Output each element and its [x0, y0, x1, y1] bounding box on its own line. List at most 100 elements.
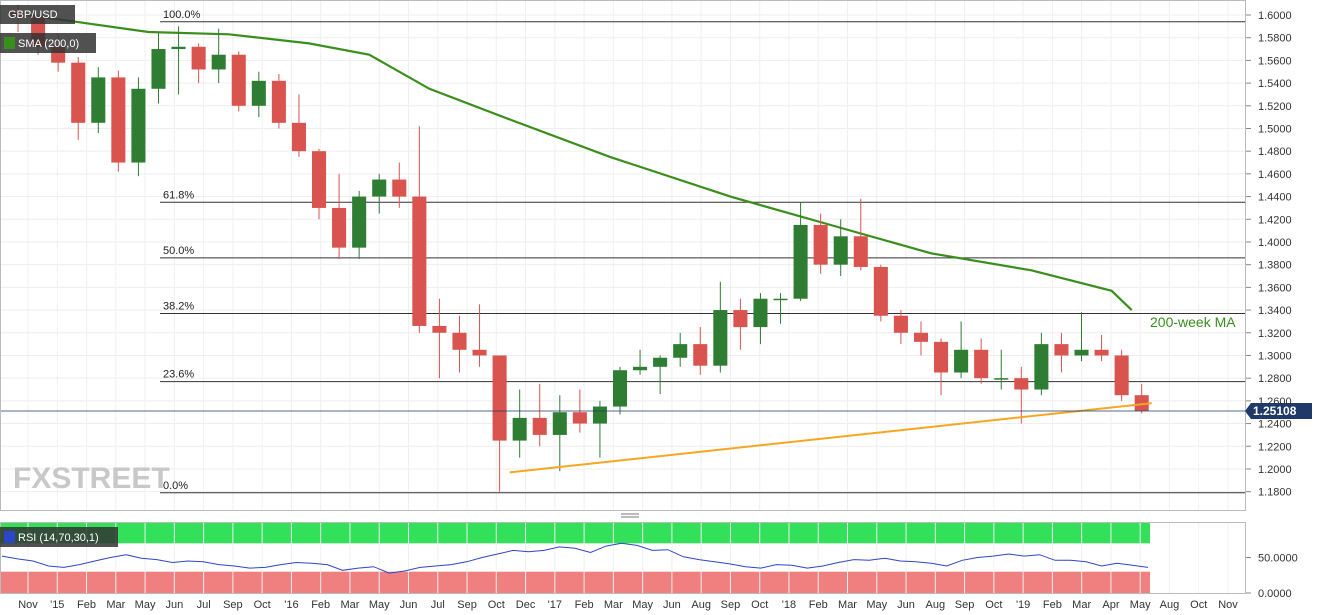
sma-200-line [7, 11, 1133, 311]
candle-body [271, 80, 286, 123]
x-tick-label: Feb [575, 599, 594, 611]
x-tick-label: Jul [197, 599, 211, 611]
sma-annotation: 200-week MA [1150, 314, 1236, 330]
y-tick-label: 1.1800 [1258, 487, 1292, 499]
y-tick-label: 1.6000 [1258, 10, 1292, 22]
x-tick-label: Nov [18, 599, 38, 611]
candle-body [934, 341, 949, 373]
candle-body [733, 310, 748, 328]
sma-legend[interactable]: SMA (200,0) [0, 33, 96, 53]
x-tick-label: '19 [1016, 599, 1030, 611]
y-tick-label: 1.2400 [1258, 419, 1292, 431]
candle-body [211, 54, 226, 70]
candle-body [994, 378, 1009, 380]
price-panel-bg [0, 0, 1245, 510]
symbol-label: GBP/USD [0, 5, 75, 24]
x-tick-label: Oct [488, 599, 505, 611]
candle-body [693, 344, 708, 366]
y-tick-label: 1.4400 [1258, 192, 1292, 204]
candle-body [1094, 349, 1109, 356]
candle-body [813, 224, 828, 265]
candle-body [492, 355, 507, 441]
x-tick-label: Feb [311, 599, 330, 611]
candle-body [673, 344, 688, 358]
candle-body [974, 349, 989, 379]
candle-body [131, 88, 146, 163]
y-tick-label: 1.2800 [1258, 373, 1292, 385]
candle-body [332, 207, 347, 248]
candle-body [853, 236, 868, 267]
candle-body [713, 310, 728, 366]
candle-body [432, 325, 447, 333]
x-tick-label: Aug [926, 599, 946, 611]
candle-body [352, 196, 367, 248]
x-tick-label: May [369, 599, 390, 611]
x-tick-label: Sep [955, 599, 975, 611]
y-tick-label: 1.3800 [1258, 260, 1292, 272]
x-tick-label: Aug [1160, 599, 1180, 611]
y-tick-label: 1.5000 [1258, 123, 1292, 135]
y-tick-label: 1.5400 [1258, 78, 1292, 90]
rsi-tick-label: 50.0000 [1258, 553, 1298, 565]
x-tick-label: Jun [165, 599, 183, 611]
candle-body [231, 54, 246, 106]
rsi-legend[interactable]: RSI (14,70,30,1) [0, 527, 118, 547]
x-tick-label: '15 [50, 599, 64, 611]
candle-body [572, 412, 587, 424]
x-tick-label: Jun [897, 599, 915, 611]
fib-level-label: 23.6% [163, 369, 194, 381]
x-tick-label: Sep [721, 599, 741, 611]
y-tick-label: 1.5800 [1258, 33, 1292, 45]
svg-text:RSI (14,70,30,1): RSI (14,70,30,1) [18, 532, 99, 544]
candle-body [412, 196, 427, 326]
candle-body [633, 366, 648, 371]
y-tick-label: 1.5200 [1258, 101, 1292, 113]
last-price-tag: 1.25108 [1245, 402, 1312, 419]
candle-body [552, 412, 567, 435]
x-tick-label: Feb [77, 599, 96, 611]
svg-text:1.25108: 1.25108 [1253, 404, 1297, 418]
x-tick-label: Feb [1043, 599, 1062, 611]
fxstreet-watermark: FXSTREET [13, 462, 170, 495]
candle-body [954, 349, 969, 373]
candle-body [532, 417, 547, 435]
y-tick-label: 1.3200 [1258, 328, 1292, 340]
candle-body [91, 77, 106, 123]
fib-level-label: 0.0% [163, 480, 188, 492]
y-tick-label: 1.2200 [1258, 441, 1292, 453]
x-tick-label: May [135, 599, 156, 611]
y-tick-label: 1.3400 [1258, 305, 1292, 317]
svg-text:GBP/USD: GBP/USD [8, 9, 58, 21]
y-tick-label: 1.5600 [1258, 55, 1292, 67]
rsi-line [1, 542, 1149, 574]
fib-level-label: 50.0% [163, 245, 194, 257]
x-tick-label: '16 [284, 599, 298, 611]
candle-body [1034, 344, 1049, 390]
y-tick-label: 1.4600 [1258, 169, 1292, 181]
x-tick-label: Mar [106, 599, 125, 611]
y-tick-label: 1.4800 [1258, 146, 1292, 158]
x-tick-label: Mar [340, 599, 359, 611]
panel-resize-handle[interactable] [621, 513, 639, 518]
candle-body [291, 122, 306, 152]
rsi-tick-label: 0.0000 [1258, 588, 1292, 600]
candle-body [1114, 355, 1129, 396]
x-tick-label: May [866, 599, 887, 611]
x-tick-label: Mar [1072, 599, 1091, 611]
svg-text:SMA (200,0): SMA (200,0) [18, 38, 79, 50]
candle-body [753, 298, 768, 328]
x-tick-label: Nov [1218, 599, 1238, 611]
x-tick-label: Sep [457, 599, 477, 611]
support-trendline[interactable] [509, 402, 1152, 474]
candle-body [893, 315, 908, 333]
candle-body [111, 77, 126, 163]
x-tick-label: Oct [751, 599, 768, 611]
candle-body [793, 224, 808, 299]
x-tick-label: Oct [985, 599, 1002, 611]
x-tick-label: Apr [1102, 599, 1119, 611]
x-tick-label: Feb [809, 599, 828, 611]
candle-body [452, 332, 467, 350]
candle-body [1054, 344, 1069, 356]
candle-body [1134, 395, 1149, 412]
